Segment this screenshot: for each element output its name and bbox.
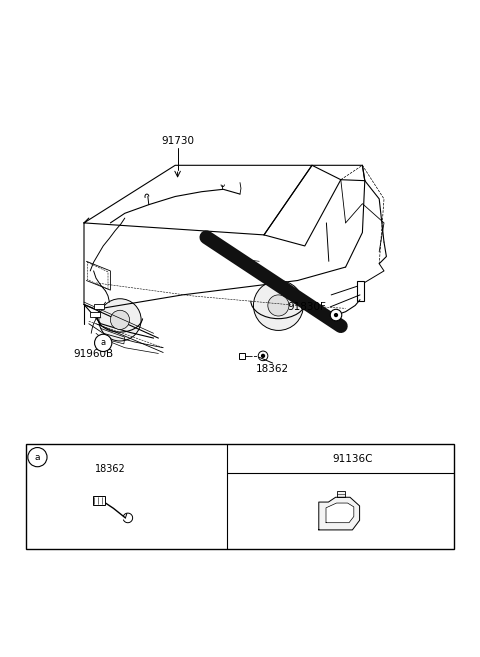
Text: 18362: 18362 <box>256 365 289 374</box>
Polygon shape <box>326 503 354 523</box>
Circle shape <box>95 334 112 351</box>
Text: 18362: 18362 <box>95 464 126 474</box>
Circle shape <box>262 354 264 357</box>
Bar <box>94 304 104 309</box>
Bar <box>90 311 100 317</box>
Circle shape <box>28 447 47 466</box>
Text: 91830F: 91830F <box>288 302 326 312</box>
Bar <box>93 496 105 505</box>
Circle shape <box>99 299 141 341</box>
Text: 91960B: 91960B <box>73 349 114 359</box>
Polygon shape <box>319 497 360 530</box>
Circle shape <box>258 351 268 361</box>
Text: a: a <box>35 453 40 462</box>
Text: 91136C: 91136C <box>333 454 373 464</box>
Circle shape <box>110 310 130 329</box>
Circle shape <box>330 309 342 321</box>
Text: 91730: 91730 <box>161 136 194 146</box>
Bar <box>26 443 454 549</box>
Circle shape <box>335 313 337 317</box>
Text: a: a <box>101 338 106 348</box>
Bar <box>336 491 345 497</box>
Circle shape <box>253 281 303 330</box>
Bar <box>357 281 364 301</box>
Circle shape <box>268 295 289 316</box>
Bar <box>239 353 245 359</box>
